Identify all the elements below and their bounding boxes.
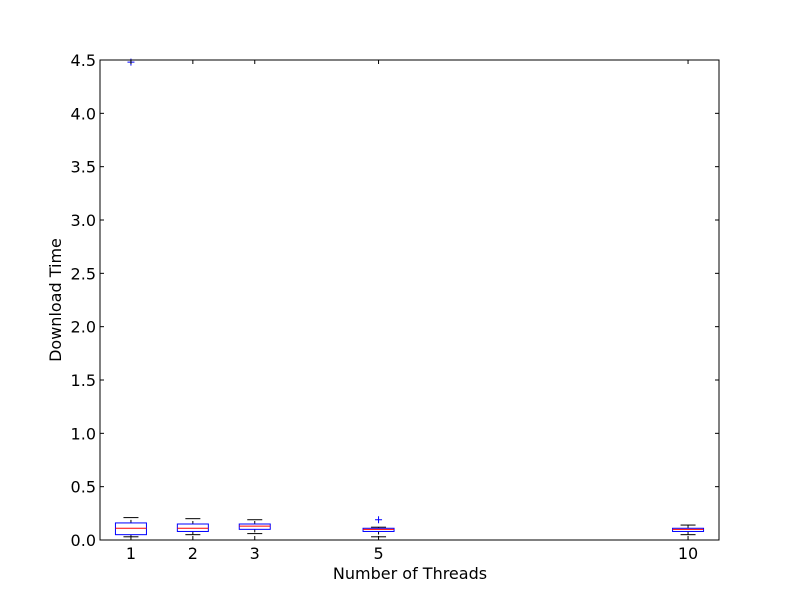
x-tick-label: 2 (188, 544, 198, 563)
box (362, 527, 395, 532)
x-tick-label: 5 (373, 544, 383, 563)
x-axis-label: Number of Threads (333, 564, 487, 583)
x-tick-label: 3 (250, 544, 260, 563)
plot-area (100, 60, 719, 540)
y-axis-label: Download Time (46, 238, 65, 362)
boxplot-series (114, 58, 705, 538)
box (672, 527, 705, 532)
box-group (176, 518, 209, 536)
plot-frame (99, 59, 720, 541)
y-tick-label: 0.5 (71, 478, 96, 497)
y-tick-label: 0.0 (71, 531, 96, 550)
flier-marker (375, 516, 383, 524)
y-tick-label: 3.0 (71, 211, 96, 230)
box-group (238, 519, 271, 535)
axis-ticks: 0.0 0.5 1.0 1.5 2.0 2.5 3.0 3.5 4.0 4.5 1 2 3 5 10 (71, 51, 719, 563)
y-tick-label: 3.5 (71, 158, 96, 177)
box (176, 523, 209, 532)
y-tick-label: 1.5 (71, 371, 96, 390)
y-tick-label: 4.5 (71, 51, 96, 70)
y-tick-label: 1.0 (71, 424, 96, 443)
y-tick-label: 4.0 (71, 104, 96, 123)
x-tick-label: 1 (126, 544, 136, 563)
box-group (672, 524, 705, 536)
box (238, 523, 271, 530)
box (114, 522, 147, 536)
y-tick-label: 2.0 (71, 318, 96, 337)
x-tick-label: 10 (678, 544, 698, 563)
y-tick-label: 2.5 (71, 264, 96, 283)
